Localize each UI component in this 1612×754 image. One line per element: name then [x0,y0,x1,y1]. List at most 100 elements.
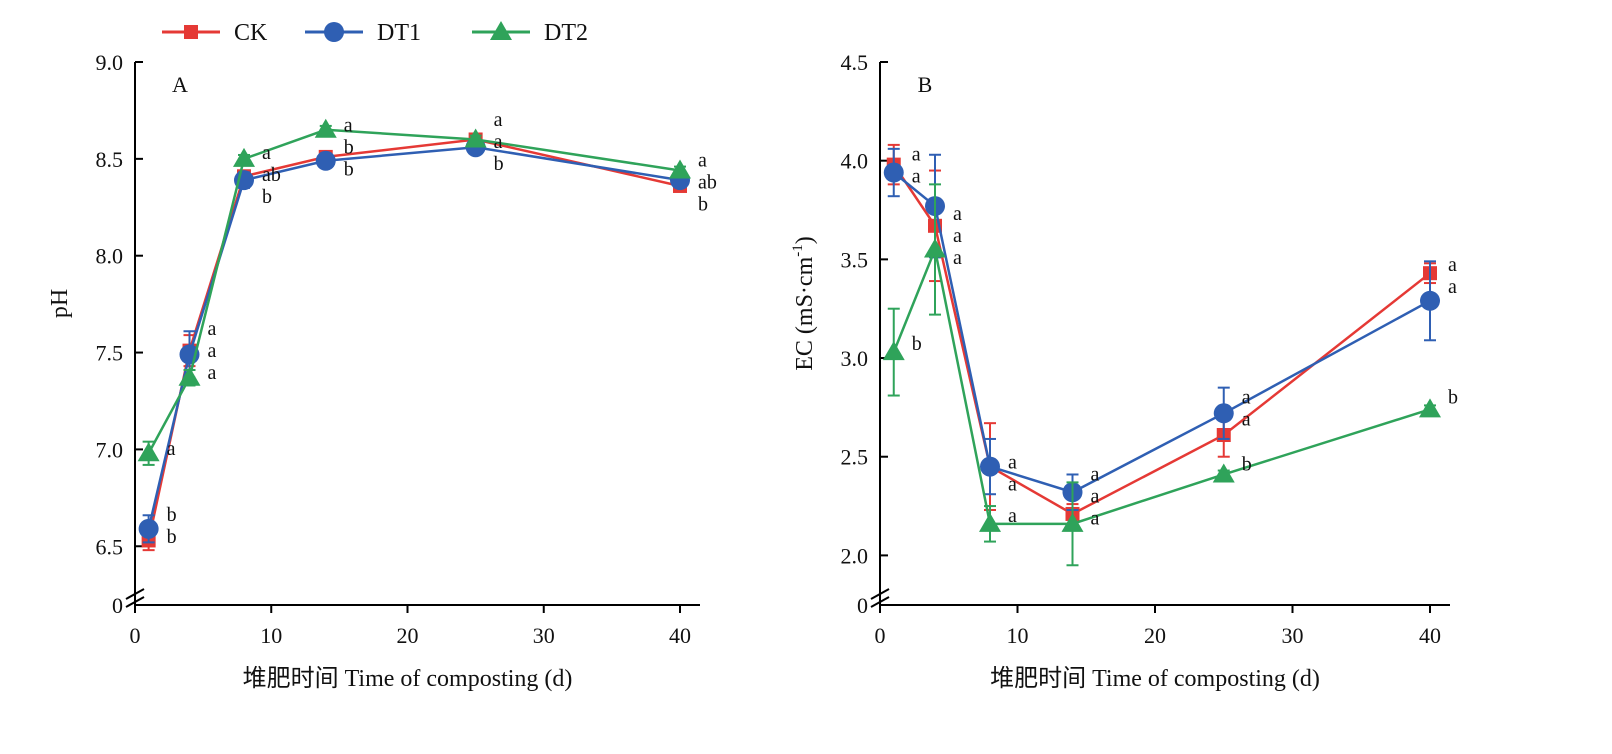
data-point-dt2 [137,442,160,462]
x-tick-label: 0 [875,623,886,648]
x-tick-label: 30 [533,623,555,648]
significance-letter: a [1008,452,1017,474]
x-axis-title: 堆肥时间 Time of composting (d) [990,665,1320,692]
significance-letter: b [344,137,354,159]
series-line [147,138,681,541]
data-point-dt2 [233,147,255,167]
significance-letter: b [494,153,504,175]
significance-letter: a [262,142,271,164]
significance-letter: a [953,203,962,225]
significance-letter: a [953,225,962,247]
y-axis-title-superscript: -1 [790,244,806,257]
data-point-dt2 [924,238,946,258]
significance-letter: a [1242,386,1251,408]
x-tick-label: 10 [1007,623,1029,648]
data-point-dt1 [980,456,1000,477]
y-tick-label: 2.0 [841,543,869,568]
legend-marker-ck [184,25,198,39]
y-tick-label: 2.5 [841,445,869,470]
significance-letter: a [1091,485,1100,507]
significance-letter: b [167,526,177,548]
legend-label: CK [234,20,268,46]
x-tick-label: 40 [669,623,691,648]
axis-break-mark [870,588,890,600]
data-point-dt1 [138,518,159,539]
series-dt2 [137,118,691,466]
significance-letter: b [167,504,177,526]
significance-letter: a [167,438,176,460]
series-line [892,163,1431,516]
significance-letter: a [208,362,217,384]
significance-letter: a [208,318,217,340]
x-tick-label: 20 [1144,623,1166,648]
significance-letter: ab [262,164,281,186]
data-point-dt2 [464,128,487,148]
significance-letter: b [912,333,922,355]
y-tick-label: 3.0 [841,346,869,371]
axis-break-mark [125,596,145,608]
y-break-label: 0 [857,593,868,618]
y-axis-title-end: ) [792,236,818,244]
significance-letter: b [344,159,354,181]
significance-letter: b [262,186,272,208]
significance-letter: a [1008,505,1017,527]
legend-label: DT2 [544,20,588,46]
data-point-dt2 [979,512,1001,532]
axis-break-mark [870,596,890,608]
significance-letter: b [1448,386,1458,408]
significance-letter: a [1448,254,1457,276]
significance-letter: a [953,247,962,269]
data-point-dt2 [1061,512,1084,532]
series-line [147,128,681,454]
y-tick-label: 7.5 [96,341,124,366]
x-tick-label: 20 [397,623,419,648]
legend-marker-dt2 [490,21,512,40]
significance-letter: a [1091,463,1100,485]
y-tick-label: 4.5 [841,50,869,75]
legend-label: DT1 [377,20,421,46]
y-tick-label: 7.0 [96,437,124,462]
series-ck [886,143,1437,525]
significance-letter: a [1091,507,1100,529]
y-tick-label: 8.0 [96,244,124,269]
y-axis-title-text: pH [47,289,73,318]
significance-letter: a [208,340,217,362]
data-point-dt2 [314,118,337,138]
y-axis-title: EC (mS·cm-1) [790,236,818,371]
y-tick-label: 6.5 [96,534,124,559]
legend: CK DT1 DT2 [162,20,588,46]
data-point-dt2 [882,341,905,361]
y-axis-title-text: EC (mS·cm [792,256,818,370]
significance-letter: a [1008,474,1017,496]
data-point-dt2 [1212,463,1235,483]
data-point-dt1 [1420,290,1440,311]
legend-marker-dt1 [324,22,344,42]
y-tick-label: 4.0 [841,149,869,174]
y-axis-title: pH [47,289,73,318]
y-break-label: 0 [112,593,123,618]
axis-break-mark [125,588,145,600]
data-point-dt2 [669,159,691,179]
data-point-dt2 [178,366,201,386]
data-point-dt2 [1419,398,1441,418]
data-point-dt1 [315,150,336,171]
significance-letter: a [912,144,921,166]
y-tick-label: 8.5 [96,147,124,172]
panel-label: A [172,72,188,97]
panel-label: B [918,72,933,97]
significance-letter: b [698,194,708,216]
y-tick-label: 3.5 [841,247,869,272]
significance-letter: a [1242,408,1251,430]
significance-letter: ab [698,172,717,194]
series-dt1 [138,137,690,544]
significance-letter: b [1242,454,1252,476]
y-tick-label: 9.0 [96,50,124,75]
significance-letter: a [698,150,707,172]
significance-letter: a [494,131,503,153]
x-tick-label: 30 [1282,623,1304,648]
x-tick-label: 0 [130,623,141,648]
series-line [892,245,1431,526]
series-ck [141,132,687,552]
